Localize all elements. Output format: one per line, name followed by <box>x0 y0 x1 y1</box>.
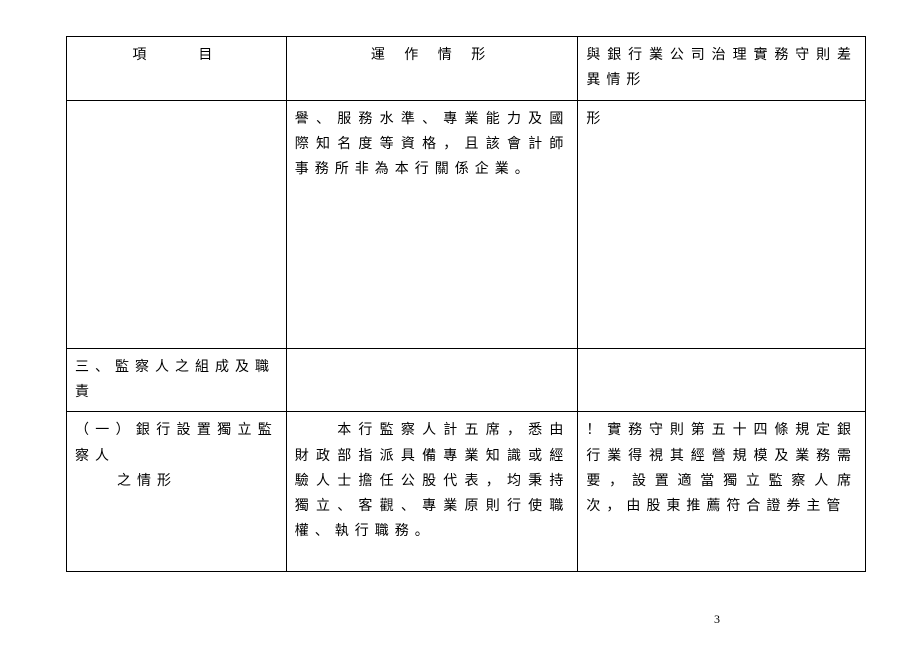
row3-col2 <box>286 349 578 412</box>
row4-col2: 本行監察人計五席，悉由財政部指派具備專業知識或經驗人士擔任公股代表，均秉持獨立、… <box>286 412 578 572</box>
row4-col1: （一）銀行設置獨立監察人 之情形 <box>67 412 287 572</box>
header-col1: 項 目 <box>67 37 287 101</box>
row3-col3 <box>578 349 866 412</box>
page-number: 3 <box>714 612 720 627</box>
header-col2: 運 作 情 形 <box>286 37 578 101</box>
table-row: （一）銀行設置獨立監察人 之情形 本行監察人計五席，悉由財政部指派具備專業知識或… <box>67 412 866 572</box>
row4-col3: ！實務守則第五十四條規定銀行業得視其經營規模及業務需要，設置適當獨立監察人席次，… <box>578 412 866 572</box>
row4-col1-line1: （一）銀行設置獨立監察人 <box>75 418 278 468</box>
row2-col3: 形 <box>578 101 866 349</box>
row3-col1-text: 三、監察人之組成及職責 <box>75 355 278 405</box>
row4-col2-text: 本行監察人計五席，悉由財政部指派具備專業知識或經驗人士擔任公股代表，均秉持獨立、… <box>295 418 570 544</box>
governance-table: 項 目 運 作 情 形 與銀行業公司治理實務守則差異情形 譽、服務水準、專業能力… <box>66 36 866 572</box>
row2-col2: 譽、服務水準、專業能力及國際知名度等資格，且該會計師事務所非為本行關係企業。 <box>286 101 578 349</box>
row2-col1 <box>67 101 287 349</box>
row4-col1-line2: 之情形 <box>75 469 278 494</box>
row2-col2-text: 譽、服務水準、專業能力及國際知名度等資格，且該會計師事務所非為本行關係企業。 <box>295 107 570 183</box>
header-col3: 與銀行業公司治理實務守則差異情形 <box>578 37 866 101</box>
header-label-difference: 與銀行業公司治理實務守則差異情形 <box>586 43 857 93</box>
table-row: 三、監察人之組成及職責 <box>67 349 866 412</box>
header-label-operation: 運 作 情 形 <box>295 43 570 68</box>
table-row: 譽、服務水準、專業能力及國際知名度等資格，且該會計師事務所非為本行關係企業。 形 <box>67 101 866 349</box>
row4-col3-text: ！實務守則第五十四條規定銀行業得視其經營規模及業務需要，設置適當獨立監察人席次，… <box>586 418 857 519</box>
header-label-item: 項 目 <box>75 43 278 68</box>
row3-col1: 三、監察人之組成及職責 <box>67 349 287 412</box>
table-header-row: 項 目 運 作 情 形 與銀行業公司治理實務守則差異情形 <box>67 37 866 101</box>
row2-col3-text: 形 <box>586 107 857 132</box>
